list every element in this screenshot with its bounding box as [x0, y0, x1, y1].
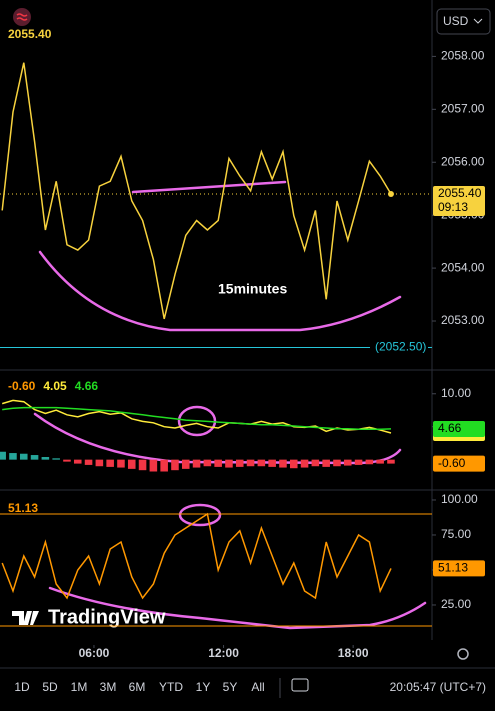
histogram-bar: [289, 459, 298, 469]
histogram-bar: [257, 459, 266, 467]
histogram-bar: [19, 453, 28, 460]
currency-button[interactable]: [436, 8, 491, 35]
price-tag-label: 2055.40: [438, 186, 482, 200]
drawing-curve: [38, 250, 402, 332]
y-tick-label: 100.00: [441, 492, 478, 506]
price-tag: [433, 560, 485, 577]
range-button[interactable]: 6M: [129, 680, 146, 694]
histogram-bar: [95, 459, 104, 467]
range-button[interactable]: 1M: [71, 680, 88, 694]
y-tick-label: 2053.00: [441, 313, 485, 327]
histogram-bar: [246, 459, 255, 467]
price-tag: [433, 420, 485, 437]
range-button[interactable]: All: [251, 680, 264, 694]
histogram-bar: [117, 459, 125, 468]
histogram-bar: [387, 459, 395, 464]
histogram-bar: [279, 459, 287, 468]
range-button[interactable]: 5D: [42, 680, 58, 694]
histogram-bar: [106, 459, 114, 467]
histogram-bar: [322, 459, 330, 467]
clock: 20:05:47 (UTC+7): [390, 680, 486, 694]
histogram-bar: [84, 459, 93, 465]
histogram-bar: [30, 455, 39, 460]
histogram-bar: [149, 459, 158, 472]
currency-label: USD: [443, 14, 469, 28]
range-button[interactable]: YTD: [159, 680, 183, 694]
histogram-bar: [214, 459, 222, 467]
histogram-bar: [127, 459, 136, 469]
y-tick-label: 10.00: [441, 386, 471, 400]
settings-button[interactable]: [457, 648, 469, 660]
symbol-icon: [13, 8, 31, 26]
histogram-bar: [203, 459, 212, 467]
histogram-bar: [376, 459, 384, 464]
drawing-curve: [48, 586, 427, 630]
legend-value: 4.05: [43, 379, 67, 393]
histogram-bar: [300, 459, 309, 468]
price-tag-label: 51.13: [438, 561, 468, 575]
histogram-bar: [225, 459, 233, 468]
histogram-bar: [192, 459, 201, 468]
histogram-bar: [181, 459, 190, 469]
histogram-bar: [171, 459, 179, 471]
legend-value: 51.13: [8, 501, 38, 515]
range-button[interactable]: 1Y: [196, 680, 211, 694]
y-tick-label: 2057.00: [441, 101, 485, 115]
range-button[interactable]: 5Y: [223, 680, 238, 694]
histogram-bar: [41, 457, 50, 460]
drawing-line: [131, 180, 287, 194]
histogram-bar: [333, 459, 341, 467]
horizontal-line-label: (2052.50): [375, 340, 426, 354]
date-range-icon[interactable]: [291, 678, 309, 692]
x-tick-label: 18:00: [338, 646, 369, 660]
histogram-bar: [311, 459, 320, 467]
x-tick-label: 06:00: [79, 646, 110, 660]
price-tag-label: 4.66: [438, 421, 462, 435]
range-button[interactable]: 1D: [14, 680, 30, 694]
y-tick-label: 2056.00: [441, 154, 485, 168]
legend-value: 4.66: [75, 379, 99, 393]
legend-value: 2055.40: [8, 27, 52, 41]
y-tick-label: 75.00: [441, 527, 471, 541]
y-tick-label: 25.00: [441, 597, 471, 611]
histogram-bar: [235, 459, 244, 467]
histogram-bar: [63, 459, 71, 462]
histogram-bar: [343, 459, 352, 466]
histogram-bar: [160, 459, 168, 472]
countdown-label: 09:13: [438, 200, 468, 214]
histogram-bar: [138, 459, 147, 471]
price-tag: [433, 185, 485, 216]
histogram-bar: [268, 459, 276, 467]
last-price-dot: [387, 190, 394, 197]
histogram-bar: [0, 451, 6, 460]
series-line: [1, 399, 392, 434]
x-tick-label: 12:00: [208, 646, 239, 660]
symbol-icon-glyph: [16, 13, 28, 21]
price-tag: [433, 455, 485, 472]
range-button[interactable]: 3M: [100, 680, 117, 694]
histogram-bar: [73, 459, 82, 464]
histogram-bar: [354, 459, 363, 465]
dropdown-arrow: [473, 18, 483, 24]
price-tag-label: -0.60: [438, 456, 466, 470]
histogram-bar: [9, 453, 17, 460]
y-tick-label: 2054.00: [441, 260, 485, 274]
annotation: 15minutes: [218, 281, 287, 297]
drawing-circle: [177, 405, 217, 437]
histogram-bar: [52, 458, 60, 460]
drawing-circle: [178, 503, 222, 527]
watermark: TradingView: [48, 606, 166, 628]
series-line: [1, 62, 392, 320]
series-line: [1, 512, 392, 600]
watermark-logo: [12, 611, 39, 625]
series-line: [2, 406, 392, 431]
histogram-bar: [365, 459, 374, 465]
legend-value: -0.60: [8, 379, 36, 393]
y-tick-label: 2058.00: [441, 49, 485, 63]
